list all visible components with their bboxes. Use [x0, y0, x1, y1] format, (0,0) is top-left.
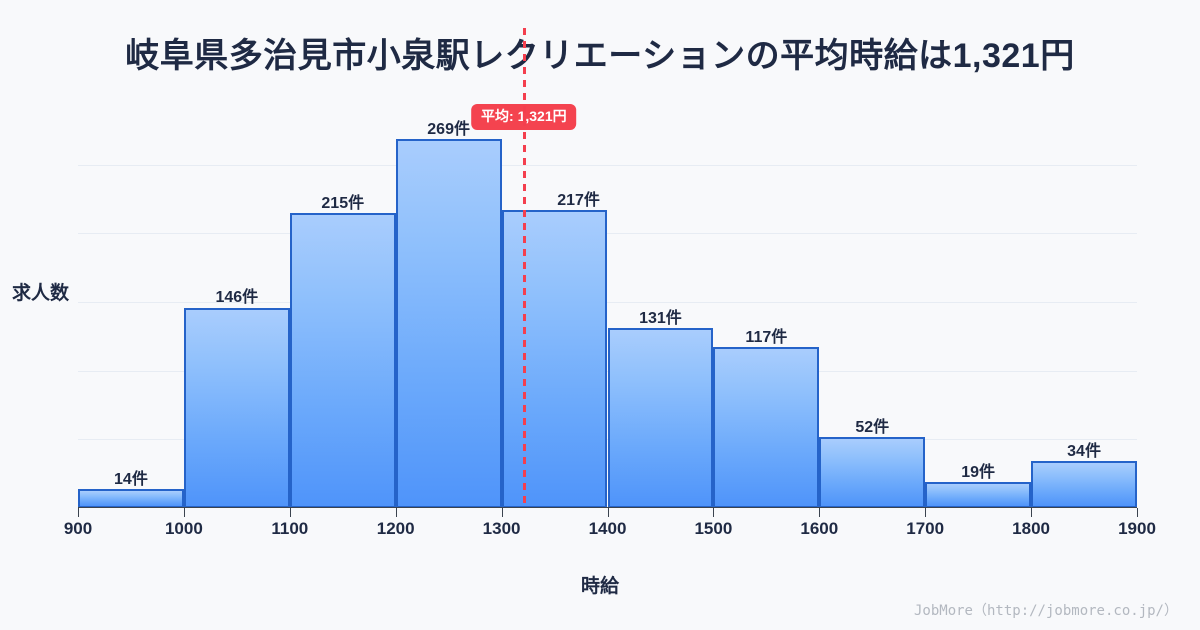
x-axis-tick-label: 1200 — [376, 519, 415, 538]
bar-value-label: 14件 — [114, 470, 148, 488]
bar[interactable] — [289, 212, 396, 508]
bar-value-label: 217件 — [557, 191, 600, 209]
x-axis-tick-label: 1900 — [1118, 519, 1156, 538]
x-axis-tick — [607, 508, 609, 517]
bar-value-label: 19件 — [961, 463, 996, 481]
page-title: 岐阜県多治見市小泉駅レクリエーションの平均時給は1,321円 — [125, 37, 1075, 75]
bar-value-label: 146件 — [215, 289, 259, 307]
bar-value-label: 131件 — [639, 310, 682, 328]
bar[interactable] — [395, 138, 502, 508]
bar[interactable] — [925, 481, 1032, 508]
x-axis-tick-label: 900 — [63, 519, 93, 538]
bar-value-label: 34件 — [1067, 443, 1101, 461]
footer-credit: JobMore（http://jobmore.co.jp/） — [913, 603, 1178, 619]
x-axis-tick — [395, 508, 397, 517]
plot-area: 14件 146件 215件 269件 217件 131件 117件 52件 19件 34件 — [78, 96, 1137, 508]
x-axis-tick-label: 1500 — [694, 519, 733, 538]
x-axis-tick-label: 1600 — [800, 519, 839, 538]
average-line — [522, 28, 526, 507]
bar-value-label: 117件 — [745, 329, 788, 347]
x-axis-tick — [819, 508, 821, 517]
x-axis-tick — [78, 508, 79, 517]
bar[interactable] — [501, 210, 608, 508]
x-axis-tick — [289, 508, 291, 517]
x-axis-tick-label: 1100 — [271, 519, 309, 538]
x-axis-tick-label: 1800 — [1012, 519, 1051, 538]
bar[interactable] — [183, 307, 290, 508]
bar-value-label: 269件 — [427, 120, 470, 138]
y-axis-title: 求人数 — [12, 283, 70, 304]
bar[interactable] — [78, 488, 184, 508]
x-axis-tick — [1031, 508, 1033, 517]
x-axis-tick — [501, 508, 503, 517]
bar[interactable] — [819, 436, 926, 508]
x-axis-tick — [925, 508, 927, 517]
x-axis-tick — [183, 508, 185, 517]
x-axis-tick-label: 1000 — [164, 519, 203, 538]
x-axis-title: 時給 — [580, 576, 619, 597]
bar[interactable] — [1031, 461, 1137, 508]
bar[interactable] — [607, 328, 714, 508]
gridline — [78, 233, 1137, 234]
gridline — [78, 165, 1137, 166]
x-axis-tick — [1137, 508, 1138, 517]
x-axis-tick-label: 1300 — [482, 519, 521, 538]
x-axis-tick-label: 1700 — [906, 519, 945, 538]
x-axis-tick — [713, 508, 715, 517]
bar-value-label: 52件 — [855, 418, 890, 436]
x-axis-tick-label: 1400 — [588, 519, 627, 538]
x-axis-line — [78, 507, 1137, 508]
gridline — [78, 302, 1137, 303]
bar-value-label: 215件 — [321, 194, 365, 212]
bar[interactable] — [713, 347, 820, 508]
